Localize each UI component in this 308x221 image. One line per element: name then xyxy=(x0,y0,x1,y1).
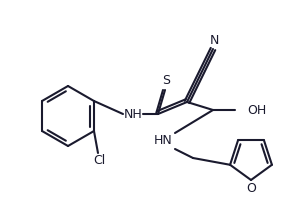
Text: N: N xyxy=(209,34,219,46)
Text: OH: OH xyxy=(247,103,266,116)
Text: O: O xyxy=(246,183,256,196)
Text: NH: NH xyxy=(124,107,142,120)
Text: S: S xyxy=(162,74,170,88)
Text: HN: HN xyxy=(154,135,172,147)
Text: Cl: Cl xyxy=(93,154,105,168)
